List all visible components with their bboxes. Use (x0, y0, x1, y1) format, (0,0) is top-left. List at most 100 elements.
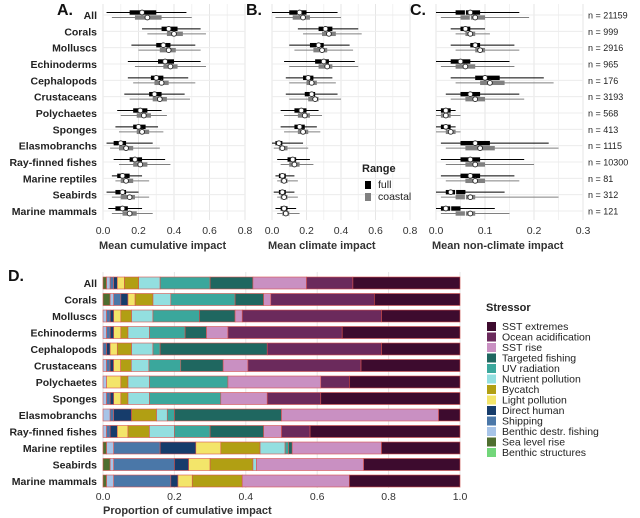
category-label-seabirds: Seabirds (53, 460, 98, 472)
sample-size-cephalopods: n = 176 (588, 76, 618, 86)
mean-point-full-seabirds (447, 189, 454, 196)
segment-targeted-fishing (234, 293, 264, 306)
category-label-seabirds: Seabirds (53, 190, 98, 202)
x-tick-label: 0.3 (576, 225, 591, 237)
x-tick-label: 0.6 (202, 225, 217, 237)
mean-point-full-sponges (442, 123, 449, 130)
segment-shipping (106, 309, 111, 323)
segment-direct-human (113, 408, 132, 422)
stressor-swatch-benthic-destr-fishing (487, 427, 496, 436)
stressor-swatch-benthic-structures (487, 448, 496, 457)
sample-size-all: n = 21159 (588, 11, 628, 21)
x-tick-label: 0.8 (238, 225, 253, 237)
x-tick-label: 0.8 (381, 491, 396, 503)
category-label-echinoderms: Echinoderms (30, 328, 97, 340)
mean-point-coastal-corals (467, 30, 474, 37)
mean-point-full-echinoderms (457, 58, 464, 65)
mean-point-full-marine-reptiles (279, 172, 286, 179)
segment-bycatch (120, 375, 129, 389)
segment-targeted-fishing (288, 441, 293, 455)
category-label-ray-finned-fishes: Ray-finned fishes (9, 427, 97, 439)
segment-uv-radiation (152, 309, 200, 323)
segment-sst-rise (252, 276, 307, 290)
segment-nutrient-pollution (127, 326, 150, 339)
segment-bycatch (120, 359, 132, 372)
sample-sizes: n = 21159 n = 999 n = 2916 n = 965 n = 176 n … (588, 11, 628, 217)
category-label-crustaceans: Crustaceans (34, 361, 97, 373)
category-label-marine-mammals: Marine mammals (12, 476, 97, 488)
mean-point-coastal-seabirds (467, 194, 474, 201)
segment-ocean-acidification (270, 293, 375, 306)
segment-sea-level-rise (102, 276, 107, 290)
segment-uv-radiation (149, 392, 222, 405)
segment-uv-radiation (170, 293, 236, 306)
segment-sst-extremes (438, 408, 461, 422)
segment-uv-radiation (152, 342, 161, 356)
category-label-molluscs: Molluscs (52, 43, 97, 55)
mean-point-coastal-marine-mammals (282, 210, 289, 217)
segment-nutrient-pollution (156, 408, 168, 422)
panel-d: D. All Corals Molluscs Echinoderms Cephalopod… (8, 268, 467, 517)
grid (435, 4, 584, 220)
mean-point-coastal-crustaceans (312, 96, 318, 103)
segment-light-pollution (195, 441, 222, 455)
stressor-label-ocean-acidification: Ocean acidification (502, 332, 591, 344)
segment-sst-rise (227, 375, 322, 389)
panel-label-d: D. (8, 268, 24, 285)
mean-point-full-echinoderms (162, 58, 168, 65)
mean-point-coastal-cephalopods (487, 79, 493, 86)
mean-point-coastal-sponges (447, 128, 454, 135)
segment-light-pollution (116, 276, 125, 290)
bar-polychaetes (102, 375, 461, 389)
segment-benthic-destr-fishing (106, 474, 115, 488)
segment-light-pollution (109, 342, 118, 356)
x-tick-label: 0.2 (299, 225, 314, 237)
mean-point-coastal-cephalopods (308, 79, 315, 86)
mean-point-full-cephalopods (153, 74, 160, 81)
mean-point-coastal-marine-mammals (467, 210, 474, 217)
mean-point-full-marine-mammals (119, 205, 126, 212)
category-label-marine-mammals: Marine mammals (12, 206, 97, 218)
segment-nutrient-pollution (131, 342, 154, 356)
segment-sst-rise (291, 441, 382, 455)
segment-ocean-acidification (281, 425, 311, 438)
x-tick-label: 0.2 (131, 225, 146, 237)
mean-point-full-sponges (296, 123, 303, 130)
mean-point-full-marine-mammals (442, 205, 449, 212)
x-axis-label: Proportion of cumulative impact (103, 505, 272, 517)
mean-point-full-seabirds (119, 189, 126, 196)
segment-targeted-fishing (159, 342, 268, 356)
mean-point-full-molluscs (160, 42, 167, 49)
mean-point-full-ray-finned-fishes (467, 156, 474, 163)
mean-point-coastal-sponges (139, 128, 145, 135)
mean-point-coastal-molluscs (165, 47, 172, 54)
category-label-echinoderms: Echinoderms (30, 59, 97, 71)
mean-point-full-elasmobranchs (472, 140, 479, 147)
sample-size-molluscs: n = 2916 (588, 43, 623, 53)
range-legend-label-coastal: coastal (378, 191, 411, 203)
mean-point-coastal-polychaetes (140, 112, 147, 119)
mean-point-coastal-polychaetes (301, 112, 308, 119)
stressor-label-direct-human: Direct human (502, 405, 565, 417)
sample-size-corals: n = 999 (588, 27, 618, 37)
segment-shipping (113, 441, 161, 455)
mean-point-full-all (296, 9, 303, 16)
segment-sea-level-rise (102, 441, 107, 455)
mean-point-coastal-echinoderms (324, 63, 331, 70)
segment-sst-rise (263, 425, 282, 438)
segment-benthic-destr-fishing (102, 359, 107, 372)
segment-light-pollution (113, 309, 122, 323)
segment-sst-extremes (349, 375, 461, 389)
stressor-label-shipping: Shipping (502, 416, 543, 428)
mean-point-full-marine-mammals (281, 205, 287, 212)
stressor-label-sea-level-rise: Sea level rise (502, 437, 565, 449)
x-tick-label: 0.0 (265, 225, 280, 237)
x-ticks: 0.0 0.2 0.4 0.6 0.8 1.0 (96, 491, 468, 503)
segment-nutrient-pollution (152, 293, 172, 306)
x-ticks: 0.0 0.1 0.2 0.3 (429, 225, 591, 237)
x-tick-label: 1.0 (453, 491, 468, 503)
segment-ocean-acidification (247, 359, 362, 372)
segment-bycatch (124, 276, 139, 290)
stressor-label-sst-extremes: SST extremes (502, 321, 568, 333)
box-coastal-marine-mammals (440, 210, 510, 217)
